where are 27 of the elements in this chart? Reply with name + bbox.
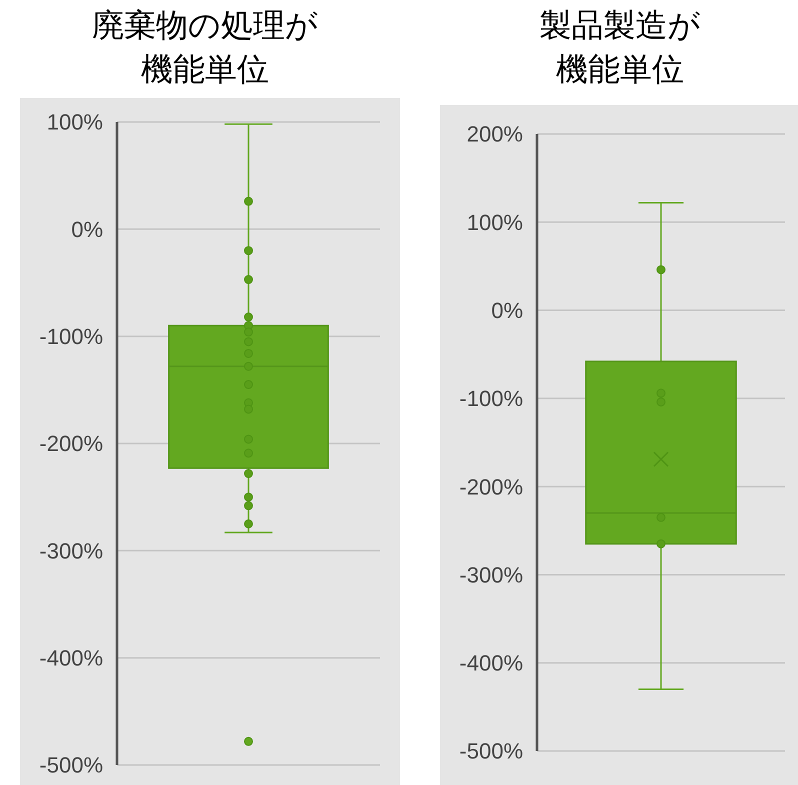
y-tick-label: -400% xyxy=(459,650,523,676)
y-tick-label: -100% xyxy=(39,324,103,350)
point xyxy=(244,519,253,528)
y-tick-label: 0% xyxy=(71,216,103,242)
y-tick-label: -100% xyxy=(459,386,523,412)
y-tick-label: -500% xyxy=(39,752,103,778)
y-tick-label: -200% xyxy=(39,431,103,456)
point xyxy=(244,246,253,256)
point xyxy=(244,501,253,510)
point xyxy=(244,196,253,206)
chart-title: 製品製造が機能単位 xyxy=(540,6,700,88)
chart-title: 廃棄物の処理が機能単位 xyxy=(92,6,318,88)
y-tick-label: -300% xyxy=(39,538,103,564)
point xyxy=(656,265,666,274)
point xyxy=(244,275,253,284)
y-tick-label: -400% xyxy=(39,646,103,671)
point xyxy=(244,469,253,478)
y-tick-label: -300% xyxy=(459,562,523,588)
point xyxy=(244,492,253,502)
point xyxy=(244,312,253,322)
point xyxy=(656,539,666,548)
y-tick-label: -200% xyxy=(459,474,523,500)
y-tick-label: 100% xyxy=(466,210,523,235)
y-tick-label: 100% xyxy=(46,110,103,135)
y-tick-label: 200% xyxy=(466,122,523,147)
y-tick-label: 0% xyxy=(491,298,523,323)
y-tick-label: -500% xyxy=(459,738,523,764)
